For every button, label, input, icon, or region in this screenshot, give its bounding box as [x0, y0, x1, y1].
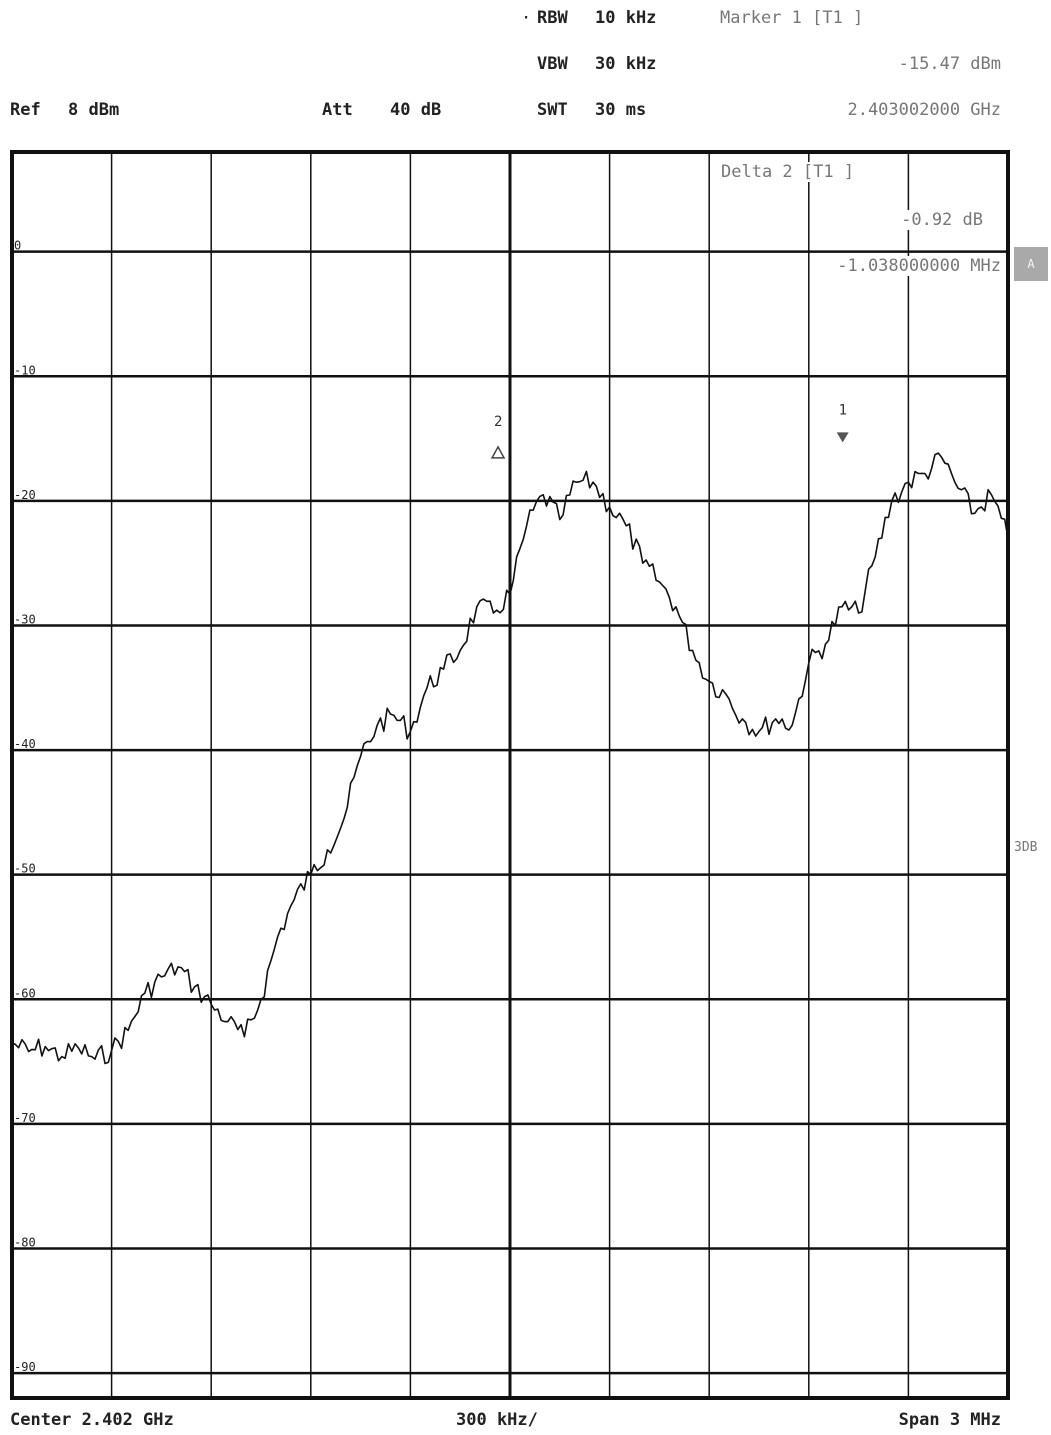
spectrum-trace [11, 452, 1009, 1065]
y-tick-label: -10 [14, 363, 36, 377]
marker-1-label: 1 [839, 402, 847, 418]
marker1-frequency: 2.403002000 GHz [847, 100, 1001, 120]
center-frequency: Center 2.402 GHz [10, 1410, 174, 1430]
delta2-frequency: -1.038000000 MHz [837, 256, 1001, 276]
rbw-marker-glyph: · [521, 8, 532, 28]
trace-a-badge: A [1014, 247, 1048, 281]
detector-label: 3DB [1014, 840, 1038, 855]
marker-2-label: 2 [494, 414, 502, 430]
y-tick-label: -90 [14, 1360, 36, 1374]
y-tick-label: -80 [14, 1235, 36, 1249]
ref-label: Ref [10, 100, 41, 120]
rbw-label: RBW [537, 8, 568, 28]
swt-label: SWT [537, 100, 568, 120]
marker-1-symbol [836, 432, 849, 443]
marker-2-symbol [490, 445, 506, 459]
delta2-title: Delta 2 [T1 ] [721, 162, 855, 182]
ref-value: 8 dBm [68, 100, 120, 120]
y-tick-label: 0 [14, 239, 21, 253]
att-label: Att [322, 100, 353, 120]
y-tick-label: -30 [14, 612, 36, 626]
marker1-title: Marker 1 [T1 ] [720, 8, 864, 28]
per-division: 300 kHz/ [456, 1410, 538, 1430]
plot-frame [10, 150, 1010, 1400]
rbw-value: 10 kHz [595, 8, 657, 28]
att-value: 40 dB [390, 100, 442, 120]
vbw-value: 30 kHz [595, 54, 657, 74]
y-tick-label: -60 [14, 986, 36, 1000]
span: Span 3 MHz [898, 1410, 1001, 1430]
delta2-level: -0.92 dB [901, 210, 983, 230]
y-tick-label: -50 [14, 862, 36, 876]
swt-value: 30 ms [595, 100, 647, 120]
y-tick-label: -70 [14, 1111, 36, 1125]
marker1-level: -15.47 dBm [898, 54, 1001, 74]
y-tick-label: -40 [14, 737, 36, 751]
y-tick-label: -20 [14, 488, 36, 502]
vbw-label: VBW [537, 54, 568, 74]
